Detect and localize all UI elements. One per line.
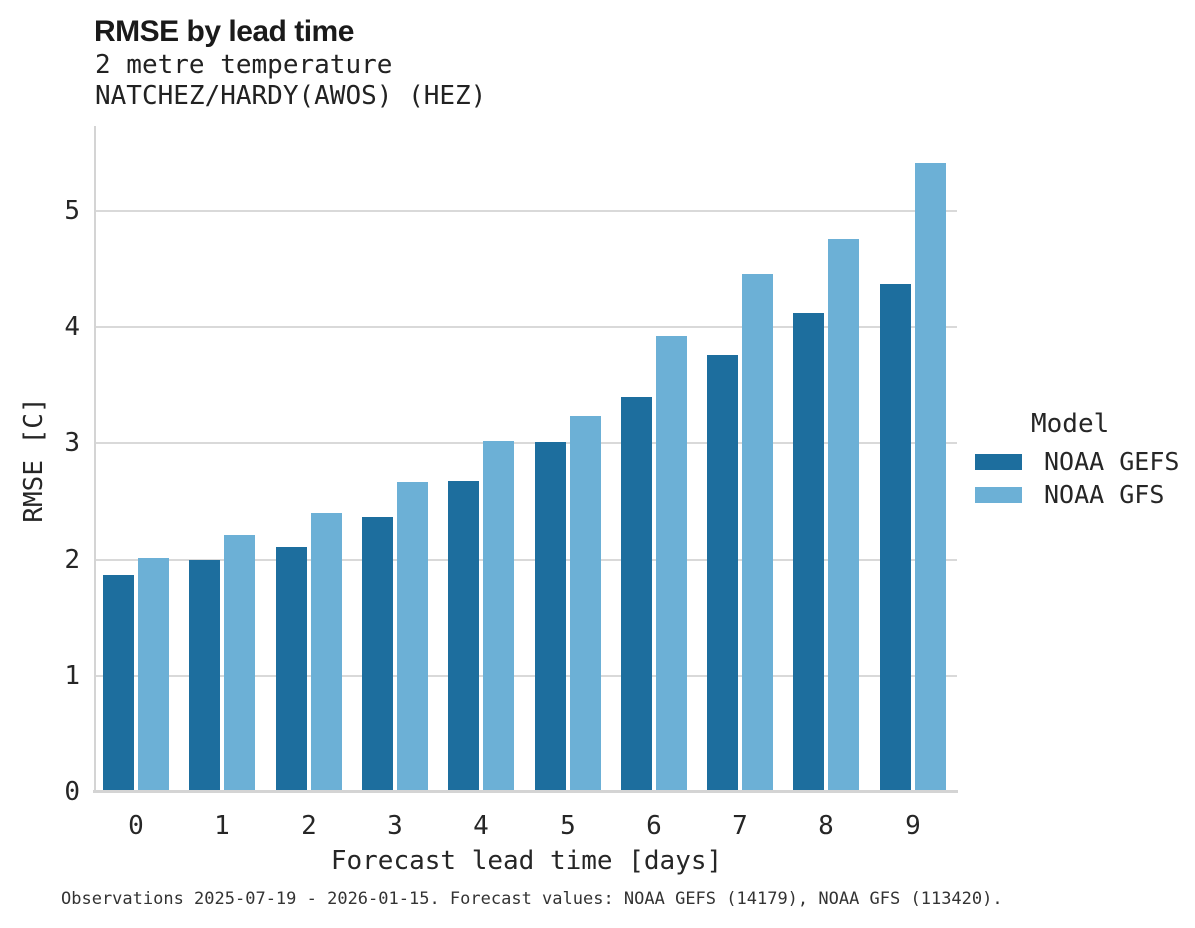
bar-noaa-gefs-day-0 [103, 575, 134, 792]
x-tick-label-7: 7 [732, 811, 748, 841]
y-tick-label-5: 5 [64, 196, 80, 226]
bar-noaa-gfs-day-7 [742, 274, 773, 792]
bar-noaa-gefs-day-1 [189, 560, 220, 792]
bar-noaa-gefs-day-3 [362, 517, 393, 792]
y-axis-title: RMSE [C] [19, 397, 49, 523]
x-axis-line [93, 790, 958, 793]
bar-noaa-gefs-day-6 [621, 397, 652, 792]
bar-noaa-gefs-day-2 [276, 547, 307, 792]
bar-noaa-gfs-day-9 [915, 163, 946, 792]
y-tick-label-1: 1 [64, 660, 80, 691]
y-tick-label-2: 2 [64, 544, 80, 575]
footer-caption: Observations 2025-07-19 - 2026-01-15. Fo… [61, 889, 1003, 909]
y-axis-line [94, 126, 96, 793]
gridline-y-1 [96, 674, 957, 677]
legend-swatch-noaa-gfs [975, 487, 1022, 503]
bar-noaa-gefs-day-4 [448, 481, 479, 792]
bar-noaa-gfs-day-6 [656, 336, 687, 792]
y-tick-label-0: 0 [64, 777, 80, 807]
bar-noaa-gfs-day-8 [828, 239, 859, 792]
y-tick-label-3: 3 [64, 428, 80, 459]
legend-label: NOAA GFS [1044, 480, 1165, 509]
x-tick-label-2: 2 [301, 811, 317, 841]
bar-noaa-gfs-day-5 [570, 416, 601, 792]
gridline-y-4 [96, 326, 957, 329]
chart-subtitle-station: NATCHEZ/HARDY(AWOS) (HEZ) [95, 81, 487, 111]
x-tick-label-5: 5 [560, 811, 576, 841]
gridline-y-5 [96, 210, 957, 212]
legend-title: Model [1031, 409, 1110, 439]
gridline-y-3 [96, 442, 957, 445]
bar-noaa-gfs-day-3 [397, 482, 428, 792]
bar-noaa-gfs-day-2 [311, 513, 342, 792]
bar-noaa-gfs-day-4 [483, 441, 514, 792]
legend-label: NOAA GEFS [1044, 447, 1180, 476]
y-tick-label-4: 4 [64, 312, 80, 343]
chart-title: RMSE by lead time [94, 15, 354, 48]
gridline-y-2 [96, 558, 957, 561]
bar-noaa-gefs-day-8 [793, 313, 824, 792]
x-tick-label-6: 6 [646, 811, 662, 841]
x-axis-title: Forecast lead time [days] [330, 846, 723, 876]
x-tick-label-0: 0 [128, 811, 144, 841]
bar-noaa-gefs-day-7 [707, 355, 738, 792]
legend-swatch-noaa-gefs [975, 454, 1022, 470]
chart-subtitle-variable: 2 metre temperature [95, 50, 393, 80]
x-tick-label-4: 4 [473, 811, 489, 841]
bar-noaa-gfs-day-1 [224, 535, 255, 792]
x-tick-label-1: 1 [214, 811, 230, 841]
x-tick-label-3: 3 [387, 811, 403, 841]
x-tick-label-8: 8 [818, 811, 834, 841]
x-tick-label-9: 9 [905, 811, 921, 841]
bar-noaa-gefs-day-9 [880, 284, 911, 792]
bar-noaa-gefs-day-5 [535, 442, 566, 792]
bar-noaa-gfs-day-0 [138, 558, 169, 792]
